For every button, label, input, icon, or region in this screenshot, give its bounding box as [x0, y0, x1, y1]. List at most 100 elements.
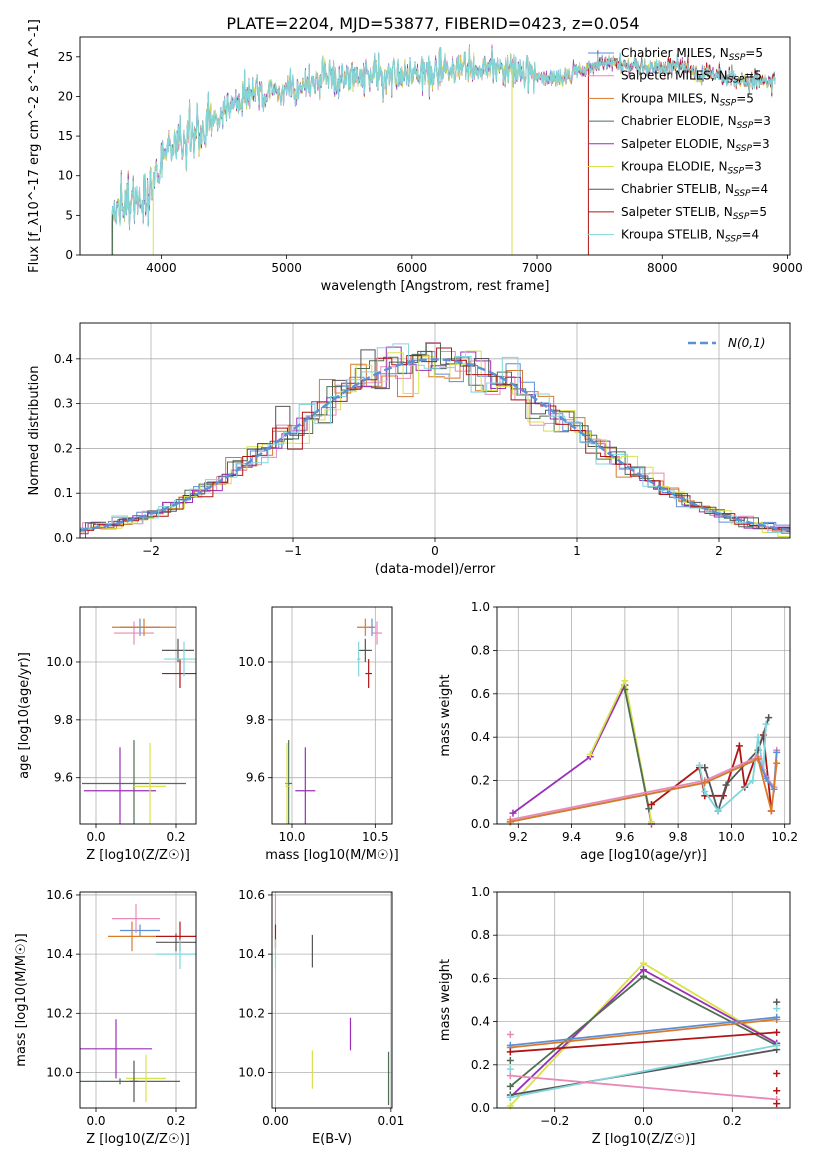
- histogram-series: [80, 349, 790, 532]
- y-tick-label: 0.6: [471, 687, 490, 701]
- legend-label: Chabrier MILES, NSSP=5: [621, 46, 763, 63]
- y-axis-label: Normed distribution: [27, 366, 42, 496]
- x-axis-label: Z [log10(Z/Z☉)]: [86, 848, 190, 863]
- series-marker: [773, 1013, 781, 1021]
- series-marker: [640, 959, 647, 967]
- y-tick-label: 0.8: [471, 928, 490, 942]
- x-tick-label: 5000: [271, 261, 302, 275]
- x-tick-label: −2: [142, 544, 160, 558]
- y-tick-label: 10.0: [46, 655, 73, 669]
- y-tick-label: 0.8: [471, 643, 490, 657]
- age-vs-metallicity-panel: 0.0 0.2 9.6 9.8 10.0 Z [log10(Z/Z☉)] age [log1…: [17, 606, 197, 863]
- x-axis-label: Z [log10(Z/Z☉)]: [592, 1132, 696, 1147]
- series-marker: [773, 1069, 781, 1077]
- y-axis-label: mass weight: [438, 959, 453, 1041]
- series-marker: [506, 1065, 514, 1073]
- series-marker: [714, 807, 722, 815]
- histogram-series: [80, 347, 790, 531]
- y-tick-label: 0.0: [54, 531, 73, 545]
- y-tick-label: 5: [65, 208, 73, 222]
- y-tick-label: 10.4: [238, 947, 265, 961]
- histogram-series: [80, 354, 790, 533]
- axes-frame: [79, 36, 791, 256]
- series-marker: [506, 1041, 514, 1049]
- legend-label: Kroupa MILES, NSSP=5: [621, 91, 754, 108]
- series-marker: [506, 1072, 514, 1080]
- y-tick-label: 0.2: [471, 774, 490, 788]
- x-tick-label: 0: [431, 544, 439, 558]
- series-marker: [765, 714, 773, 722]
- series-line: [624, 689, 650, 809]
- y-tick-label: 10: [58, 169, 73, 183]
- y-tick-label: 15: [58, 129, 73, 143]
- series-marker: [645, 805, 653, 813]
- x-axis-label: wavelength [Angstrom, rest frame]: [321, 279, 550, 294]
- y-axis-label: mass weight: [438, 674, 453, 756]
- series-line: [510, 1031, 777, 1053]
- x-tick-label: 0.01: [377, 1114, 404, 1128]
- series-marker: [754, 755, 762, 763]
- x-tick-label: 4000: [146, 261, 177, 275]
- series-marker: [695, 761, 703, 769]
- legend-label: Salpeter ELODIE, NSSP=3: [621, 137, 770, 154]
- x-tick-label: −0.2: [540, 1114, 569, 1128]
- mass-vs-metallicity-panel: 0.0 0.2 10.0 10.2 10.4 10.6 Z [log10(Z/Z☉)] mas…: [14, 888, 197, 1147]
- x-tick-label: 0.0: [86, 1114, 105, 1128]
- series-marker: [701, 779, 709, 787]
- legend-label: Salpeter MILES, NSSP=5: [621, 69, 762, 86]
- legend-label: Salpeter STELIB, NSSP=5: [621, 205, 767, 222]
- x-tick-label: 9.4: [562, 830, 581, 844]
- legend-label: Kroupa ELODIE, NSSP=3: [621, 160, 762, 177]
- series-marker: [735, 742, 743, 750]
- series-line: [510, 1048, 777, 1096]
- x-tick-label: 6000: [397, 261, 428, 275]
- series-marker: [773, 1005, 781, 1013]
- series-marker: [749, 777, 757, 785]
- x-axis-label: mass [log10(M/M☉)]: [265, 848, 398, 863]
- y-tick-label: 0.6: [471, 971, 490, 985]
- series-marker: [773, 1041, 781, 1049]
- y-tick-label: 0.2: [471, 1058, 490, 1072]
- series-marker: [701, 764, 709, 772]
- axes-frame: [496, 606, 791, 825]
- y-tick-label: 10.0: [238, 655, 265, 669]
- x-tick-label: 9.6: [615, 830, 634, 844]
- series-marker: [506, 1048, 514, 1056]
- series-marker: [762, 720, 770, 728]
- axes-frame: [496, 891, 791, 1109]
- x-tick-label: 1: [573, 544, 581, 558]
- x-tick-label: 9.2: [509, 830, 528, 844]
- series-marker: [509, 809, 517, 817]
- series-marker: [754, 733, 762, 741]
- series-line: [589, 677, 653, 822]
- series-marker: [586, 751, 594, 759]
- series-marker: [640, 966, 647, 974]
- series-marker: [621, 677, 629, 685]
- legend-label: Chabrier STELIB, NSSP=4: [621, 182, 768, 199]
- legend-label: Chabrier ELODIE, NSSP=3: [621, 114, 771, 131]
- y-tick-label: 9.6: [246, 771, 265, 785]
- series-marker: [621, 685, 629, 693]
- x-tick-label: −1: [284, 544, 302, 558]
- mass-vs-extinction-panel: 0.00 0.01 10.0 10.2 10.4 10.6 E(B-V): [238, 888, 404, 1147]
- x-tick-label: 0.2: [166, 1114, 185, 1128]
- residual-histogram-panel: −2 −1 0 1 2 0.0 0.1 0.2 0.3 0.4 (data-model)/error…: [27, 322, 791, 577]
- y-tick-label: 0.4: [54, 352, 73, 366]
- x-axis-label: (data-model)/error: [375, 562, 496, 577]
- legend-label: Kroupa STELIB, NSSP=4: [621, 228, 759, 245]
- y-tick-label: 0.0: [471, 1101, 490, 1115]
- x-tick-label: 0.00: [262, 1114, 289, 1128]
- series-line: [510, 1018, 777, 1049]
- mass-weight-vs-age-panel: 9.2 9.4 9.6 9.8 10.0 10.2 0.0 0.2 0.4 0.6 0.8 1.0 ag…: [438, 600, 798, 863]
- series-marker: [506, 1031, 514, 1039]
- figure-title: PLATE=2204, MJD=53877, FIBERID=0423, z=0…: [226, 14, 639, 33]
- series-line: [510, 1016, 777, 1047]
- y-tick-label: 10.0: [238, 1065, 265, 1079]
- series-line: [510, 1074, 777, 1101]
- x-tick-label: 10.0: [279, 830, 306, 844]
- y-tick-label: 25: [58, 50, 73, 64]
- y-axis-label: mass [log10(M/M☉)]: [14, 933, 29, 1066]
- y-tick-label: 20: [58, 89, 73, 103]
- y-tick-label: 10.2: [46, 1006, 73, 1020]
